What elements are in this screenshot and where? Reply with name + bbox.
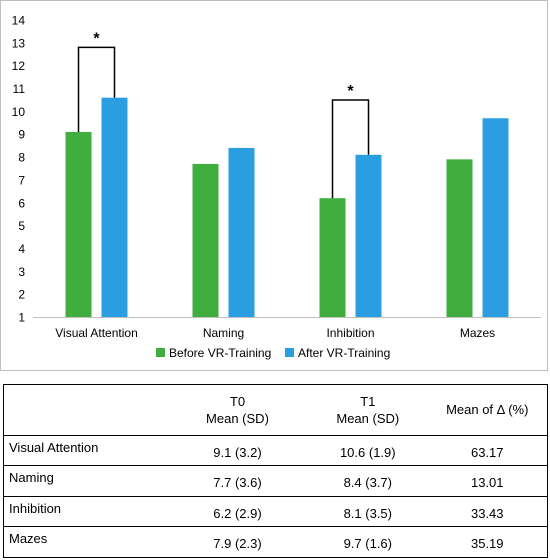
- table-header-row: T0 Mean (SD) T1 Mean (SD) Mean of Δ (%): [4, 385, 547, 435]
- table-row: Mazes 7.9 (2.3) 9.7 (1.6) 35.19: [4, 526, 547, 557]
- header-delta-label: Mean of Δ (%): [446, 402, 529, 418]
- y-tick-label: 12: [12, 59, 26, 73]
- row-t0: 6.2 (2.9): [166, 495, 309, 527]
- bar: [482, 118, 509, 317]
- row-t0: 9.1 (3.2): [166, 434, 309, 466]
- summary-table: T0 Mean (SD) T1 Mean (SD) Mean of Δ (%) …: [4, 385, 547, 557]
- y-tick-label: 8: [18, 151, 25, 165]
- y-tick-label: 10: [12, 105, 26, 119]
- header-t0: T0 Mean (SD): [167, 385, 308, 435]
- table-row: Visual Attention 9.1 (3.2) 10.6 (1.9) 63…: [4, 434, 547, 466]
- significance-bracket: [331, 99, 370, 199]
- row-delta: 33.43: [427, 495, 547, 527]
- significance-bracket: [77, 46, 116, 132]
- significance-star: *: [93, 30, 100, 47]
- header-t0-sub: Mean (SD): [206, 410, 269, 426]
- row-name: Naming: [4, 465, 167, 497]
- row-name: Mazes: [4, 526, 167, 557]
- header-t1-sub: Mean (SD): [336, 410, 400, 426]
- row-delta: 35.19: [427, 526, 547, 557]
- legend-swatch: [285, 348, 294, 357]
- header-t1: T1 Mean (SD): [308, 385, 427, 435]
- y-tick-label: 9: [18, 128, 25, 142]
- significance-star: *: [347, 83, 354, 100]
- x-tick-label: Visual Attention: [55, 326, 138, 340]
- bar: [446, 159, 473, 317]
- header-empty-cell: [4, 385, 167, 435]
- x-tick-label: Inhibition: [326, 326, 374, 340]
- y-tick-label: 7: [18, 173, 25, 187]
- header-t1-label: T1: [360, 393, 376, 409]
- header-delta: Mean of Δ (%): [428, 385, 547, 435]
- row-name: Inhibition: [4, 495, 167, 527]
- table-row: Inhibition 6.2 (2.9) 8.1 (3.5) 33.43: [4, 495, 547, 527]
- y-tick-label: 4: [18, 242, 25, 256]
- y-tick-label: 5: [18, 219, 25, 233]
- row-delta: 63.17: [427, 434, 547, 466]
- legend-label: Before VR-Training: [169, 346, 271, 360]
- bar: [101, 97, 128, 317]
- header-t0-label: T0: [229, 393, 246, 409]
- legend-label: After VR-Training: [298, 346, 390, 360]
- row-delta: 13.01: [427, 465, 547, 497]
- chart-panel: 1 2 3 4 5 6 7 8 9 10 11 12 13 14 Visual Attention Namin…: [0, 0, 548, 371]
- y-tick-label: 1: [18, 311, 25, 325]
- y-tick-label: 11: [13, 82, 26, 96]
- bar: [355, 154, 382, 317]
- y-tick-label: 6: [18, 196, 25, 210]
- x-tick-label: Naming: [203, 326, 244, 340]
- row-t0: 7.9 (2.3): [166, 526, 309, 557]
- x-tick-label: Mazes: [460, 326, 495, 340]
- bar: [192, 163, 219, 317]
- table-row: Naming 7.7 (3.6) 8.4 (3.7) 13.01: [4, 465, 547, 497]
- summary-table-panel: T0 Mean (SD) T1 Mean (SD) Mean of Δ (%) …: [3, 384, 548, 558]
- row-t1: 10.6 (1.9): [308, 434, 428, 466]
- row-t0: 7.7 (3.6): [166, 465, 309, 497]
- row-name: Visual Attention: [4, 434, 167, 466]
- y-tick-label: 2: [18, 288, 25, 302]
- bar: [228, 147, 255, 317]
- y-tick-label: 13: [12, 36, 26, 50]
- bar: [319, 198, 346, 317]
- y-tick-label: 3: [18, 265, 25, 279]
- row-t1: 8.4 (3.7): [308, 465, 428, 497]
- bar: [65, 131, 92, 317]
- legend-swatch: [156, 348, 165, 357]
- row-t1: 8.1 (3.5): [308, 495, 428, 527]
- row-t1: 9.7 (1.6): [308, 526, 428, 557]
- y-tick-label: 14: [12, 14, 26, 28]
